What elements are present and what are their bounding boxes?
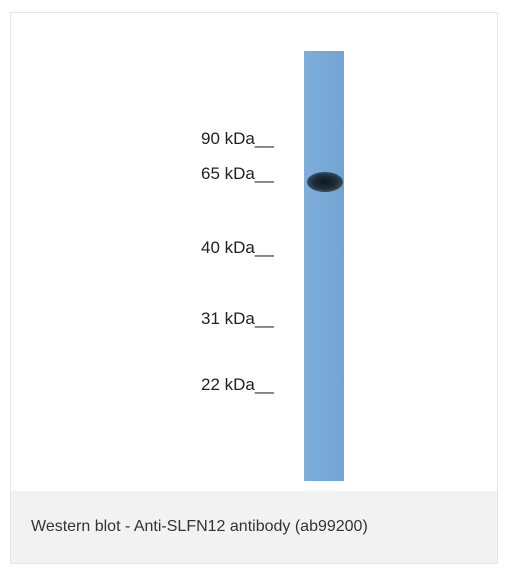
- marker-90-kda: 90 kDa__: [201, 129, 274, 148]
- marker-31-kda: 31 kDa__: [201, 309, 274, 328]
- blot-lane: [304, 51, 344, 481]
- marker-40-kda: 40 kDa__: [201, 238, 274, 257]
- western-blot-image: 90 kDa__ 65 kDa__ 40 kDa__ 31 kDa__ 22 k…: [11, 13, 497, 491]
- protein-band: [307, 172, 343, 192]
- figure-card: 90 kDa__ 65 kDa__ 40 kDa__ 31 kDa__ 22 k…: [10, 12, 498, 564]
- figure-caption: Western blot - Anti-SLFN12 antibody (ab9…: [31, 518, 368, 535]
- marker-65-kda: 65 kDa__: [201, 164, 274, 183]
- caption-bar: Western blot - Anti-SLFN12 antibody (ab9…: [11, 491, 497, 563]
- marker-22-kda: 22 kDa__: [201, 375, 274, 394]
